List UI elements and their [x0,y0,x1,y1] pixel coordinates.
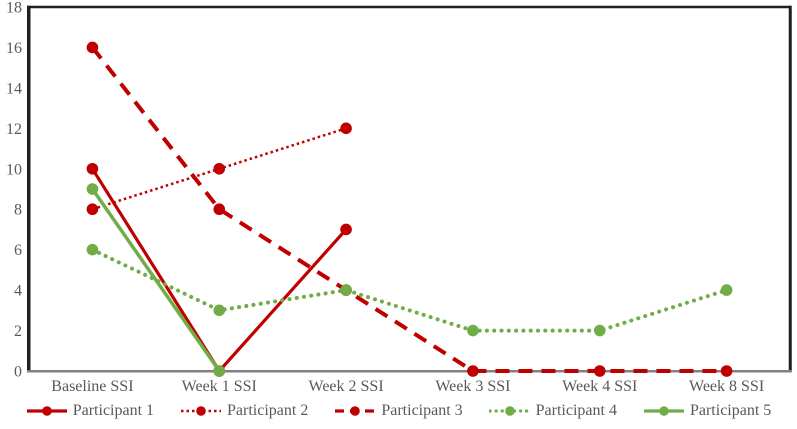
legend-swatch-solid [26,406,67,416]
series-line-4 [90,247,729,333]
legend-label: Participant 1 [72,402,155,419]
y-tick-label: 12 [6,121,22,138]
data-point-participant-4 [340,284,352,296]
y-tick-label: 4 [14,283,22,300]
legend-label: Participant 3 [381,402,463,419]
legend-swatch-round-dotted [488,406,531,416]
data-point-participant-4 [593,324,606,337]
x-category-label: Week 1 SSI [182,378,257,395]
data-point-participant-5 [213,365,226,377]
y-tick-label: 2 [14,323,22,340]
y-tick-label: 10 [6,161,22,178]
series-line-3 [90,46,727,373]
legend-item-participant-3: Participant 3 [334,402,463,420]
legend-item-participant-5: Participant 5 [643,402,771,420]
data-point-participant-2 [213,162,226,175]
legend-item-participant-4: Participant 4 [488,402,617,420]
legend-swatch-solid [643,406,684,416]
data-point-participant-3 [86,41,99,54]
data-point-participant-4 [720,284,733,296]
y-tick-label: 0 [14,364,22,381]
legend-label: Participant 5 [689,402,772,419]
legend-label: Participant 2 [227,402,309,419]
data-point-participant-3 [213,203,226,216]
data-point-participant-1 [86,162,99,175]
data-point-participant-4 [213,304,226,317]
legend-item-participant-1: Participant 1 [26,402,154,420]
data-point-participant-3 [467,365,479,377]
x-category-label: Baseline SSI [51,378,133,395]
legend-item-participant-2: Participant 2 [180,402,308,420]
data-point-participant-4 [467,324,479,337]
x-category-label: Week 4 SSI [562,378,637,395]
legend-swatch-dotted [181,406,222,416]
y-tick-label: 14 [6,80,22,97]
y-tick-label: 18 [6,0,22,17]
data-point-participant-3 [720,365,733,377]
data-point-participant-5 [86,183,99,195]
y-tick-label: 8 [14,202,22,219]
legend-swatch-dashed [335,406,376,416]
data-point-participant-2 [340,122,352,135]
y-tick-label: 6 [14,242,22,259]
legend-label: Participant 4 [535,402,617,419]
x-category-label: Week 3 SSI [435,378,510,395]
chart-legend: Participant 1 Participant 2 Participant 3 P… [0,398,797,424]
data-point-participant-2 [86,203,99,216]
x-category-label: Week 2 SSI [309,378,384,395]
x-category-label: Week 8 SSI [689,378,764,395]
data-point-participant-3 [593,365,606,377]
data-point-participant-1 [340,223,352,236]
y-tick-label: 16 [6,40,22,57]
data-point-participant-4 [86,243,99,256]
series-line-5 [90,187,221,373]
